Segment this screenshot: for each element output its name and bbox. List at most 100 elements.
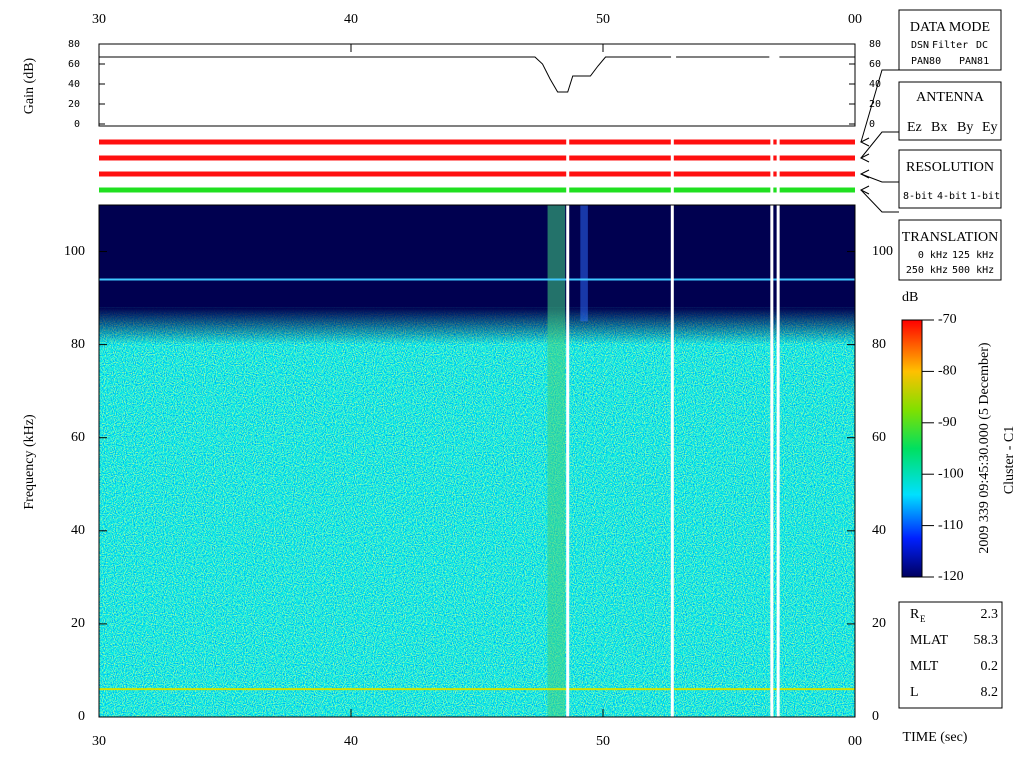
legend-item: Filter (932, 40, 968, 51)
event-band (547, 205, 566, 717)
orbit-value: 8.2 (981, 685, 999, 700)
panel-title: ANTENNA (916, 90, 985, 105)
data-gap (566, 138, 570, 717)
legend-item: DC (976, 40, 988, 51)
colorbar-tick-label: -110 (938, 518, 963, 533)
y-tick-label: 60 (869, 59, 881, 70)
y-tick-label: 60 (68, 59, 80, 70)
y-tick-label: 20 (872, 616, 886, 631)
orbit-label: MLAT (910, 633, 949, 648)
timestamp: 2009 339 09:45:30.000 (5 December) (977, 342, 992, 553)
panel-box (898, 149, 1002, 209)
y-tick-label: 80 (872, 337, 886, 352)
orbit-value: 0.2 (981, 659, 999, 674)
y-tick-label: 80 (68, 39, 80, 50)
x-tick-label: 30 (92, 734, 106, 749)
plot-frame (98, 43, 856, 127)
status-bar (99, 155, 855, 161)
colorbar-tick-label: -90 (938, 415, 957, 430)
x-tick-label: 00 (848, 12, 862, 27)
legend-item: DSN (911, 40, 929, 51)
spectrogram-fade (99, 307, 855, 345)
arrowhead (859, 153, 870, 163)
panel-box (898, 601, 1003, 709)
legend-item: 8-bit (903, 191, 933, 202)
legend-item: 0 kHz (918, 250, 948, 261)
spectrogram-empty (99, 205, 855, 308)
spacecraft: Cluster - C1 (1002, 426, 1017, 494)
status-bar (99, 139, 855, 145)
x-tick-label: 40 (344, 12, 358, 27)
colorbar (901, 319, 923, 578)
legend-item: 4-bit (937, 191, 967, 202)
y-tick-label: 100 (64, 244, 85, 259)
orbit-label: L (910, 685, 919, 700)
data-gap (670, 138, 674, 717)
y-tick-label: 0 (872, 709, 879, 724)
gain-line (99, 56, 855, 93)
colorbar-label: dB (902, 290, 918, 305)
panel-title: DATA MODE (910, 20, 990, 35)
y-tick-label: 0 (869, 119, 875, 130)
y-tick-label: 0 (74, 119, 80, 130)
x-tick-label: 40 (344, 734, 358, 749)
legend-item: 125 kHz (952, 250, 994, 261)
legend-item: 1-bit (970, 191, 1000, 202)
y-tick-label: 40 (68, 79, 80, 90)
status-bar (99, 187, 855, 193)
connector (860, 69, 899, 143)
y-tick-label: 40 (71, 523, 85, 538)
connector (860, 131, 899, 159)
x-tick-label: 50 (596, 12, 610, 27)
legend-item: Bx (931, 120, 947, 135)
y-tick-label: 60 (71, 430, 85, 445)
y-tick-label: 80 (869, 39, 881, 50)
y-axis-label: Frequency (kHz) (22, 414, 37, 510)
legend-item: 250 kHz (906, 265, 948, 276)
y-tick-label: 60 (872, 430, 886, 445)
panel-box (898, 9, 1002, 71)
x-axis-label: TIME (sec) (903, 730, 968, 745)
colorbar-tick-label: -70 (938, 312, 957, 327)
event-band (580, 205, 588, 322)
orbit-value: 58.3 (974, 633, 999, 648)
y-tick-label: 100 (872, 244, 893, 259)
orbit-label: R (910, 607, 920, 622)
orbit-value: 2.3 (981, 607, 999, 622)
legend-item: By (957, 120, 973, 135)
y-tick-label: 20 (71, 616, 85, 631)
x-tick-label: 30 (92, 12, 106, 27)
arrowhead (859, 137, 870, 147)
spectrogram-image (99, 138, 855, 717)
colorbar-tick-label: -120 (938, 569, 964, 584)
x-tick-label: 00 (848, 734, 862, 749)
data-gap (776, 138, 780, 717)
orbit-label-sub: E (920, 614, 926, 624)
panel-box (898, 219, 1002, 281)
legend-item: PAN81 (959, 56, 989, 67)
status-bar (99, 171, 855, 177)
y-tick-label: 0 (78, 709, 85, 724)
spectrogram-noise (99, 298, 855, 717)
legend-item: 500 kHz (952, 265, 994, 276)
x-tick-label: 50 (596, 734, 610, 749)
y-tick-label: 40 (869, 79, 881, 90)
panel-title: TRANSLATION (902, 230, 998, 245)
orbit-label: MLT (910, 659, 939, 674)
data-gap (770, 138, 774, 717)
arrowhead (859, 185, 870, 195)
y-tick-label: 20 (869, 99, 881, 110)
panel-title: RESOLUTION (906, 160, 994, 175)
plot-frame (98, 204, 856, 718)
connector (860, 189, 899, 213)
y-tick-label: 80 (71, 337, 85, 352)
y-axis-label: Gain (dB) (22, 57, 37, 114)
legend-item: Ey (982, 120, 998, 135)
arrowhead (859, 169, 870, 179)
panel-box (898, 81, 1002, 141)
y-tick-label: 20 (68, 99, 80, 110)
y-tick-label: 40 (872, 523, 886, 538)
colorbar-tick-label: -100 (938, 466, 964, 481)
